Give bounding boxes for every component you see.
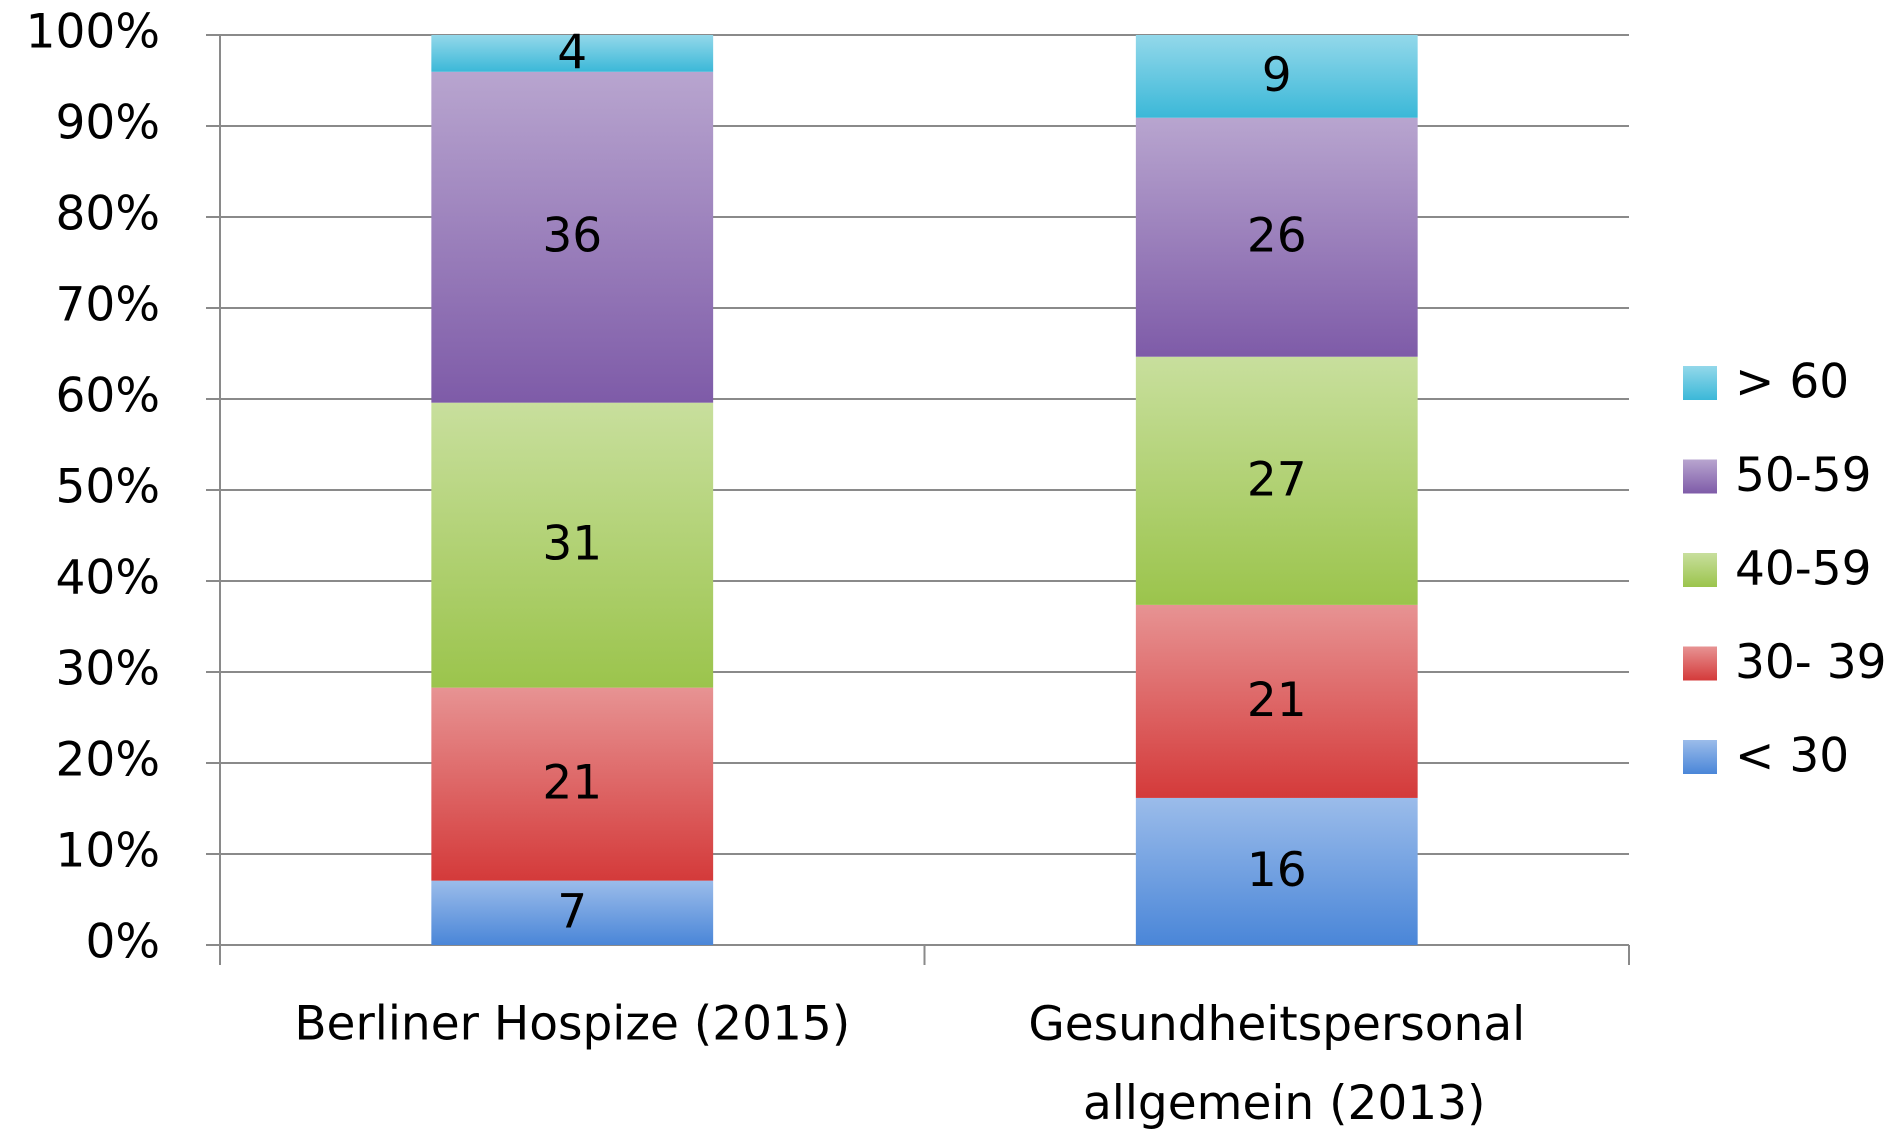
data-label: 21 bbox=[542, 756, 602, 811]
legend-label: > 60 bbox=[1735, 355, 1849, 410]
bar-segment bbox=[1135, 35, 1418, 118]
y-tick-label: 60% bbox=[56, 369, 160, 424]
bar-segment bbox=[431, 71, 714, 403]
data-label: 27 bbox=[1247, 452, 1307, 507]
legend-swatch bbox=[1683, 646, 1717, 681]
bar-segment bbox=[1135, 356, 1418, 605]
legend-swatch bbox=[1683, 459, 1717, 494]
y-tick-label: 30% bbox=[56, 642, 160, 697]
x-tick-label: Berliner Hospize (2015) bbox=[294, 997, 850, 1052]
data-label: 16 bbox=[1247, 843, 1307, 898]
legend-swatch bbox=[1683, 366, 1717, 400]
bar-segment bbox=[431, 35, 714, 72]
data-label: 26 bbox=[1247, 209, 1307, 264]
legend-label: 30- 39 bbox=[1735, 635, 1887, 690]
legend-label: 50-59 bbox=[1735, 448, 1872, 503]
data-label: 7 bbox=[557, 884, 587, 939]
bar-segment bbox=[431, 402, 714, 688]
x-tick-label: Gesundheitspersonal allgemein (2013) bbox=[1028, 997, 1525, 1131]
y-tick-label: 100% bbox=[26, 5, 160, 60]
bar-segment bbox=[1135, 117, 1418, 357]
bar-segment bbox=[431, 687, 714, 881]
legend-swatch bbox=[1683, 553, 1717, 587]
data-label: 4 bbox=[557, 25, 587, 80]
legend-label: < 30 bbox=[1735, 729, 1849, 784]
y-tick-label: 90% bbox=[56, 96, 160, 151]
y-tick-label: 10% bbox=[56, 824, 160, 879]
data-label: 31 bbox=[542, 517, 602, 572]
bar-segment bbox=[431, 880, 714, 945]
y-tick-label: 50% bbox=[56, 460, 160, 515]
y-tick-label: 0% bbox=[85, 915, 160, 970]
data-label: 9 bbox=[1262, 48, 1292, 103]
bar-segment bbox=[1135, 797, 1418, 945]
y-tick-label: 70% bbox=[56, 278, 160, 333]
y-tick-label: 80% bbox=[56, 187, 160, 242]
y-tick-label: 40% bbox=[56, 551, 160, 606]
data-label: 36 bbox=[542, 209, 602, 264]
data-label: 21 bbox=[1247, 673, 1307, 728]
y-tick-label: 20% bbox=[56, 733, 160, 788]
legend-swatch bbox=[1683, 740, 1717, 774]
legend-label: 40-59 bbox=[1735, 542, 1872, 597]
bar-segment bbox=[1135, 604, 1418, 798]
